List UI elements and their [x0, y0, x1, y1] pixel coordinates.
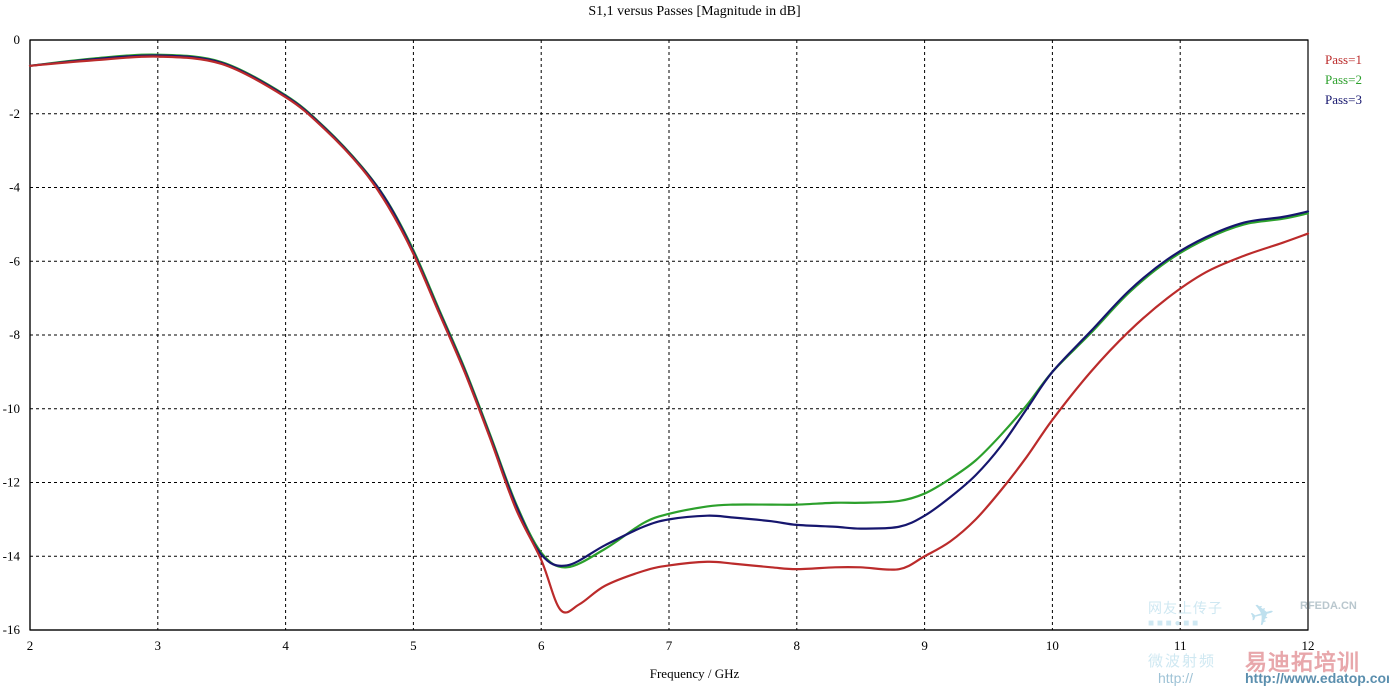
plot-area: 2 3 4 5 6 7 8 9 10 11 12 0 -2 -4 -6 -8 -10 -12 -14 -16: [30, 40, 1308, 630]
legend: Pass=1 Pass=2 Pass=3: [1325, 50, 1385, 110]
chart-root: S1,1 versus Passes [Magnitude in dB] 234…: [0, 0, 1389, 690]
x-tick-label-7: 7: [666, 638, 673, 653]
y-tick-label--10: -10: [3, 401, 20, 416]
x-tick-label-10: 10: [1046, 638, 1059, 653]
y-tick-label--16: -16: [3, 622, 21, 637]
watermark-url-prefix: http://: [1158, 670, 1193, 686]
legend-item-pass1: Pass=1: [1325, 50, 1385, 70]
y-tick-label-0: 0: [14, 32, 21, 47]
watermark-text-top: 网友上传子: [1148, 598, 1223, 618]
legend-item-pass2: Pass=2: [1325, 70, 1385, 90]
watermark-text-mid: 微波射频: [1148, 650, 1216, 671]
watermark-rfeda-text: RFEDA.CN: [1300, 600, 1357, 612]
x-tick-label-9: 9: [921, 638, 928, 653]
watermark-dots: ■ ■ ■ ● ■ ■: [1148, 618, 1198, 629]
y-tick-label--2: -2: [9, 106, 20, 121]
x-tick-label-6: 6: [538, 638, 545, 653]
y-tick-label--14: -14: [3, 548, 21, 563]
x-tick-label-8: 8: [794, 638, 801, 653]
x-tick-label-3: 3: [155, 638, 162, 653]
x-tick-label-2: 2: [27, 638, 34, 653]
watermark-url-main: http://www.edatop.com: [1245, 670, 1389, 686]
x-tick-label-5: 5: [410, 638, 417, 653]
y-tick-label--8: -8: [9, 327, 20, 342]
y-tick-label--12: -12: [3, 475, 20, 490]
chart-svg: 2 3 4 5 6 7 8 9 10 11 120-2-4-6-8-10-12-14-16: [30, 40, 1308, 630]
chart-title: S1,1 versus Passes [Magnitude in dB]: [0, 4, 1389, 20]
y-tick-label--6: -6: [9, 253, 20, 268]
legend-item-pass3: Pass=3: [1325, 90, 1385, 110]
y-tick-label--4: -4: [9, 180, 20, 195]
x-tick-label-4: 4: [282, 638, 289, 653]
